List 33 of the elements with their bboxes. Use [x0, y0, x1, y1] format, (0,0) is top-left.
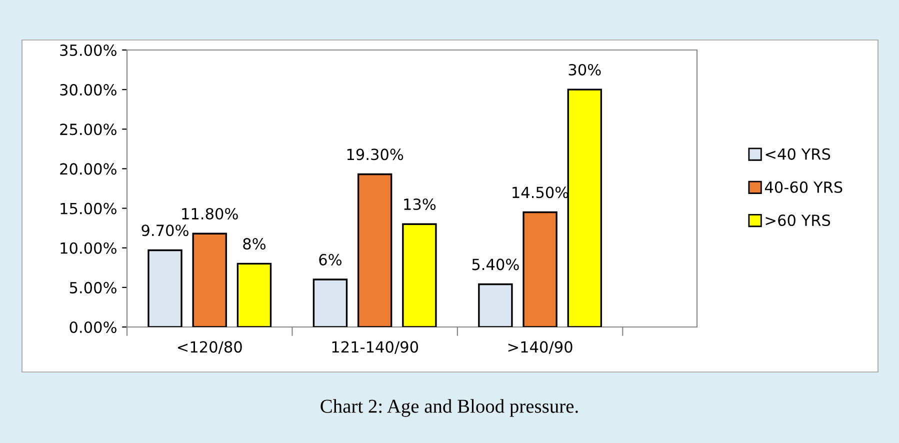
x-tick-label: >140/90 [508, 341, 572, 354]
y-tick-label: 15.00% [60, 202, 116, 214]
y-tick-label: 25.00% [60, 124, 116, 136]
x-tick-label: <120/80 [178, 341, 242, 354]
legend-label: 40-60 YRS [764, 181, 842, 193]
y-tick-label: 35.00% [60, 44, 116, 56]
y-tick-label: 5.00% [70, 282, 116, 294]
bar [312, 278, 348, 327]
y-tick-label: 30.00% [60, 84, 116, 96]
bar [357, 173, 392, 327]
data-label: 11.80% [182, 208, 238, 220]
caption: Chart 2: Age and Blood pressure. [320, 399, 578, 417]
bar [402, 223, 437, 327]
y-tick-label: 0.00% [70, 321, 116, 334]
y-tick-label: 10.00% [60, 242, 116, 254]
bar [522, 211, 558, 327]
data-label: 19.30% [347, 148, 404, 160]
x-tick-label: 121-140/90 [332, 341, 418, 354]
data-label: 9.70% [142, 224, 188, 236]
data-label: 30% [568, 64, 601, 76]
data-label: 8% [243, 238, 266, 250]
data-label: 13% [404, 198, 436, 210]
legend-label: >60 YRS [766, 214, 830, 226]
bar [236, 262, 272, 327]
data-label: 6% [319, 254, 342, 266]
data-label: 14.50% [512, 186, 568, 198]
y-tick-label: 20.00% [60, 163, 116, 175]
bar [478, 283, 513, 327]
bar [567, 88, 602, 327]
data-label: 5.40% [472, 258, 519, 270]
legend-label: <40 YRS [766, 148, 830, 160]
bar [148, 249, 182, 327]
bar [192, 232, 227, 327]
